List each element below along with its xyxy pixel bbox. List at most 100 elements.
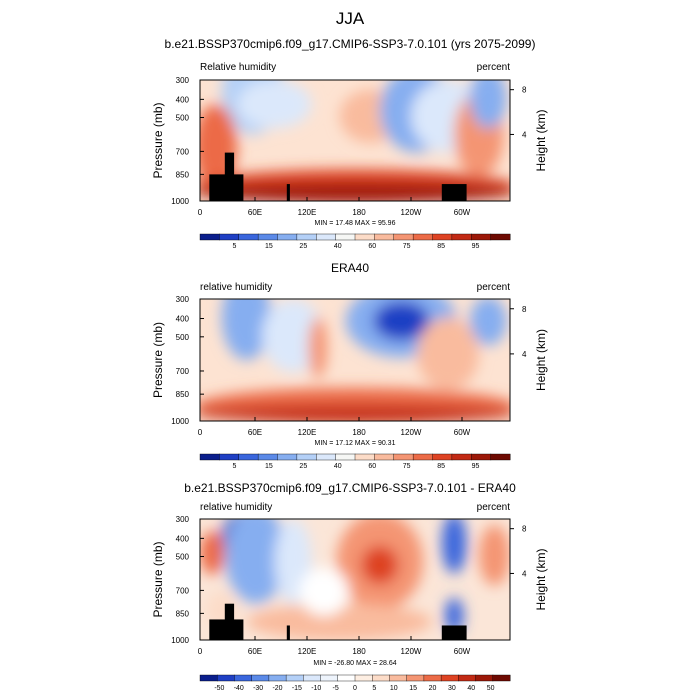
colorbar-swatch (199, 453, 220, 461)
contour-field (200, 299, 510, 421)
colorbar-label: 40 (334, 463, 342, 470)
colorbar-label: 5 (232, 243, 236, 250)
colorbar-label: 75 (403, 463, 411, 470)
variable-label: relative humidity (200, 282, 272, 293)
colorbar-swatch (335, 233, 356, 241)
y-tick-label: 850 (176, 390, 190, 399)
y-right-tick-label: 4 (522, 350, 527, 359)
colorbar-swatch (490, 453, 511, 461)
y-tick-label: 850 (176, 170, 190, 179)
colorbar-label: 60 (368, 463, 376, 470)
colorbar-swatch (199, 233, 220, 241)
colorbar-swatch (217, 674, 235, 682)
colorbar-swatch (316, 453, 337, 461)
x-tick-label: 60W (454, 647, 471, 656)
plot-area (200, 80, 510, 201)
colorbar-label: 30 (448, 685, 456, 692)
y-tick-label: 850 (176, 609, 190, 618)
y-tick-label: 400 (176, 95, 190, 104)
min-max-stats: MIN = -26.80 MAX = 28.64 (313, 660, 396, 667)
colorbar-label: 10 (390, 685, 398, 692)
y-right-axis-label: Height (km) (534, 109, 548, 171)
y-axis-label: Pressure (mb) (151, 322, 165, 398)
colorbar-label: 15 (409, 685, 417, 692)
y-axis-label: Pressure (mb) (151, 102, 165, 178)
plot-frame (199, 298, 511, 422)
colorbar-swatch (389, 674, 408, 682)
colorbar-label: 15 (265, 463, 273, 470)
colorbar-label: 95 (472, 243, 480, 250)
y-right-tick-label: 8 (522, 305, 527, 314)
contour-region (441, 519, 467, 574)
y-right-tick-label: 4 (522, 130, 527, 139)
chart-panel-1: b.e21.BSSP370cmip6.f09_g17.CMIP6-SSP3-7.… (151, 37, 548, 250)
terrain-mask (441, 625, 467, 640)
colorbar-label: 0 (353, 685, 357, 692)
colorbar-swatch (451, 453, 472, 461)
terrain-mask (224, 603, 235, 640)
contour-region (299, 567, 349, 616)
colorbar: 5 15 25 40 60 75 85 95 (199, 233, 511, 250)
variable-label: relative humidity (200, 502, 272, 513)
contour-region (373, 301, 430, 341)
colorbar-swatch (320, 674, 339, 682)
colorbar-swatch (406, 674, 425, 682)
panel-title: b.e21.BSSP370cmip6.f09_g17.CMIP6-SSP3-7.… (165, 37, 536, 51)
colorbar-swatch (238, 233, 259, 241)
colorbar-swatch (458, 674, 477, 682)
colorbar-swatch (234, 674, 253, 682)
colorbar-label: -30 (253, 685, 263, 692)
y-tick-label: 500 (176, 114, 190, 123)
y-tick-label: 700 (176, 586, 190, 595)
plot-area (200, 299, 510, 421)
colorbar-swatch (335, 453, 356, 461)
y-tick-label: 1000 (171, 636, 189, 645)
colorbar-label: 25 (299, 243, 307, 250)
contour-region (200, 531, 225, 575)
colorbar-swatch (471, 233, 492, 241)
colorbar-swatch (451, 233, 472, 241)
x-tick-label: 0 (198, 208, 203, 217)
colorbar-label: -10 (311, 685, 321, 692)
x-tick-label: 0 (198, 428, 203, 437)
y-right-tick-label: 8 (522, 525, 527, 534)
colorbar-swatch (393, 453, 414, 461)
page-title: JJA (336, 9, 365, 28)
contour-region (221, 299, 272, 360)
y-tick-label: 400 (176, 534, 190, 543)
y-right-axis-label: Height (km) (534, 548, 548, 610)
colorbar-label: 50 (487, 685, 495, 692)
terrain-mask (286, 184, 290, 201)
colorbar-swatch (412, 453, 433, 461)
y-right-axis-label: Height (km) (534, 329, 548, 391)
x-tick-label: 120W (401, 647, 422, 656)
colorbar-swatch (354, 674, 373, 682)
y-axis-label: Pressure (mb) (151, 541, 165, 617)
colorbar-swatch (219, 453, 240, 461)
x-tick-label: 60W (454, 428, 471, 437)
contour-region (469, 80, 507, 129)
colorbar-swatch (432, 453, 453, 461)
y-tick-label: 700 (176, 367, 190, 376)
colorbar-swatch (432, 233, 453, 241)
colorbar-swatch (354, 233, 375, 241)
y-tick-label: 300 (176, 76, 190, 85)
y-right-tick-label: 8 (522, 86, 527, 95)
contour-region (361, 545, 399, 585)
colorbar-swatch (337, 674, 356, 682)
colorbar: 5 15 25 40 60 75 85 95 (199, 453, 511, 470)
colorbar-label: 5 (372, 685, 376, 692)
colorbar-swatch (296, 233, 317, 241)
y-tick-label: 700 (176, 147, 190, 156)
colorbar-swatch (219, 233, 240, 241)
x-tick-label: 120E (298, 647, 317, 656)
colorbar-label: 75 (403, 243, 411, 250)
contour-field (200, 519, 510, 640)
contour-region (200, 182, 510, 201)
x-tick-label: 120E (298, 208, 317, 217)
colorbar-swatch (251, 674, 270, 682)
y-tick-label: 500 (176, 553, 190, 562)
units-label: percent (477, 62, 511, 73)
plot-area (200, 519, 510, 640)
colorbar-swatch (285, 674, 304, 682)
